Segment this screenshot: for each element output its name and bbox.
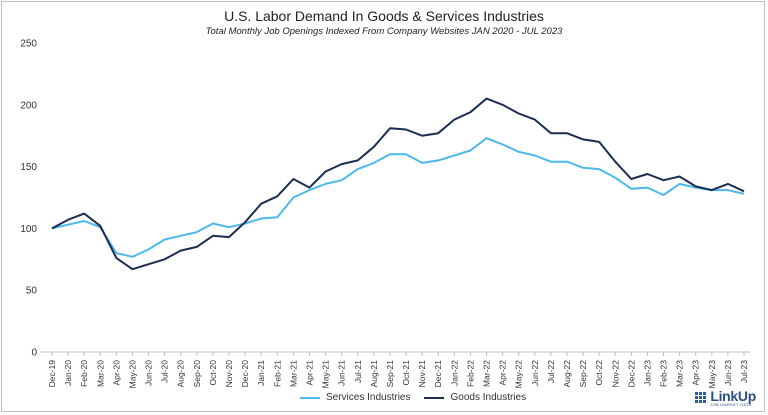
logo-mark-icon	[695, 392, 707, 404]
legend-label-goods: Goods Industries	[450, 392, 527, 403]
x-tick-label: Dec-22	[626, 360, 636, 388]
logo-name: LinkUp	[710, 388, 756, 404]
x-tick-label: Jul-20	[160, 360, 170, 383]
legend-swatch-goods	[424, 396, 445, 399]
x-tick-label: Feb-21	[272, 360, 282, 387]
chart-legend: Services Industries Goods Industries	[300, 392, 526, 403]
x-tick-label: Jul-23	[739, 360, 749, 383]
x-tick-label: Mar-21	[288, 360, 298, 387]
legend-label-services: Services Industries	[326, 392, 411, 403]
y-tick-label: 250	[20, 39, 37, 50]
x-tick-label: Nov-22	[610, 360, 620, 388]
x-tick-label: Jun-21	[337, 360, 347, 386]
legend-item-services: Services Industries	[300, 392, 410, 403]
x-tick-label: Apr-23	[691, 360, 701, 386]
x-tick-label: Jun-20	[144, 360, 154, 386]
x-tick-label: Jan-23	[642, 360, 652, 386]
x-tick-label: Mar-20	[95, 360, 105, 387]
x-tick-label: Sep-22	[578, 360, 588, 388]
y-tick-label: 50	[26, 286, 38, 297]
x-tick-label: Sep-21	[385, 360, 395, 388]
x-tick-label: Jul-21	[353, 360, 363, 383]
x-tick-label: May-20	[127, 360, 137, 389]
x-tick-label: May-23	[707, 360, 717, 389]
x-tick-label: Nov-21	[417, 360, 427, 388]
x-tick-label: Dec-20	[240, 360, 250, 388]
x-tick-label: Oct-21	[401, 360, 411, 386]
y-tick-label: 100	[20, 224, 37, 235]
x-tick-label: Feb-23	[659, 360, 669, 387]
x-tick-label: Jun-23	[723, 360, 733, 386]
x-tick-label: Dec-21	[433, 360, 443, 388]
x-tick-label: May-21	[321, 360, 331, 389]
x-tick-label: Oct-20	[208, 360, 218, 386]
linkup-logo: LinkUp JOB MARKET DATA	[695, 389, 756, 407]
x-tick-label: Aug-22	[562, 360, 572, 388]
x-tick-label: Feb-20	[79, 360, 89, 387]
x-tick-label: Jul-22	[546, 360, 556, 383]
legend-item-goods: Goods Industries	[424, 392, 526, 403]
x-tick-label: Dec-19	[47, 360, 57, 388]
x-tick-label: Jan-21	[256, 360, 266, 386]
x-tick-label: Mar-22	[482, 360, 492, 387]
x-tick-label: Sep-20	[192, 360, 202, 388]
x-tick-label: Oct-22	[594, 360, 604, 386]
y-tick-label: 150	[20, 162, 37, 173]
y-tick-label: 0	[31, 348, 37, 359]
x-tick-label: Jun-22	[530, 360, 540, 386]
x-tick-label: Mar-23	[675, 360, 685, 387]
series-line-goods	[51, 97, 745, 271]
chart-subtitle: Total Monthly Job Openings Indexed From …	[205, 26, 563, 37]
series-line-services	[51, 137, 745, 258]
logo-tagline: JOB MARKET DATA	[710, 402, 752, 407]
x-tick-label: Jan-20	[63, 360, 73, 386]
x-tick-label: Apr-22	[498, 360, 508, 386]
x-tick-label: Apr-21	[304, 360, 314, 386]
x-tick-label: Nov-20	[224, 360, 234, 388]
x-tick-label: May-22	[514, 360, 524, 389]
x-tick-label: Feb-22	[465, 360, 475, 387]
legend-swatch-services	[300, 396, 320, 399]
x-tick-label: Jan-22	[449, 360, 459, 386]
x-tick-label: Aug-20	[176, 360, 186, 388]
y-tick-label: 200	[20, 100, 37, 111]
chart-title: U.S. Labor Demand In Goods & Services In…	[224, 8, 544, 24]
x-tick-label: Apr-20	[111, 360, 121, 386]
x-tick-label: Aug-21	[369, 360, 379, 388]
